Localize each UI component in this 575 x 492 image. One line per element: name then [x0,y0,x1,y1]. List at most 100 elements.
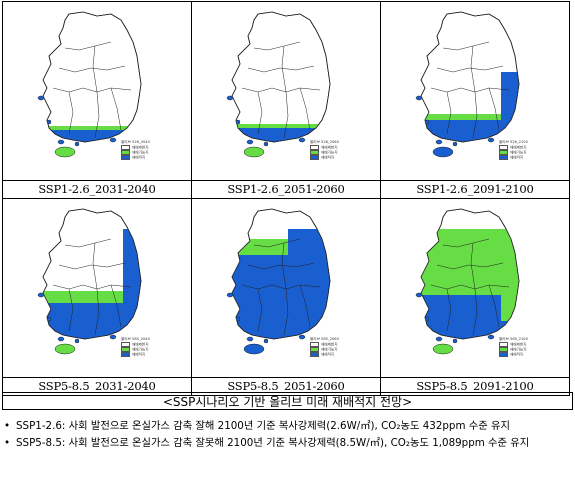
province-boundary [470,242,478,336]
province-boundary [64,238,112,248]
note-item: • SSP5-8.5: 사회 발전으로 온실가스 감축 잘못해 2100년 기준… [4,435,572,452]
legend-label: 재배적지 [132,352,146,357]
map-caption: SSP1-2.6_2031-2040 [2,180,192,199]
province-boundary [430,87,510,93]
legend-item: 재배가능지 [121,346,171,352]
legend-item: 재배적지 [310,154,360,160]
map-caption: SSP5-8.5_2091-2100 [380,377,570,396]
map-panel: 올리브 526_2040 재배제한지 재배가능지 재배적지 [2,1,192,181]
legend-label: 재배제한지 [510,145,527,150]
legend-label: 재배적지 [321,352,335,357]
province-boundary [110,284,122,328]
province-boundary [257,288,263,332]
bullet: • [4,420,11,432]
map-caption: SSP1-2.6_2091-2100 [380,180,570,199]
legend-label: 재배가능지 [510,150,527,155]
map-caption: SSP5-8.5_2031-2040 [2,377,192,396]
legend-item: 재배제한지 [499,341,549,347]
island [74,141,80,147]
province-boundary [64,41,112,51]
province-boundary [281,45,289,139]
east-coast-area [501,229,519,339]
legend-label: 재배적지 [510,352,524,357]
legend-item: 재배적지 [121,351,171,357]
island [74,338,80,344]
island [415,95,423,101]
island [109,334,117,340]
island [424,119,430,125]
province-boundary [110,87,122,131]
province-boundary [52,284,132,290]
island [37,95,45,101]
map-legend: 올리브 526_2040 재배제한지 재배가능지 재배적지 [121,140,171,160]
jeju-island [54,146,76,158]
korea-map [226,11,331,158]
legend-title: 올리브 526_2100 [499,140,528,144]
island [226,292,234,298]
province-boundary [488,87,500,131]
legend-label: 재배적지 [321,155,335,160]
korea-map [37,11,142,158]
map-panel: 올리브 585_2100 재배제한지 재배가능지 재배적지 [380,198,570,378]
legend-swatch [499,351,508,357]
island [452,141,458,147]
island [226,95,234,101]
legend-item: 재배제한지 [499,144,549,150]
province-boundary [52,87,132,93]
east-coast-area [123,229,141,339]
province-boundary [247,262,315,270]
province-boundary [92,242,100,336]
island [424,316,430,322]
province-boundary [68,288,74,332]
province-boundary [58,262,126,270]
legend-label: 재배가능지 [132,347,149,352]
legend-label: 재배가능지 [321,347,338,352]
island [298,137,306,143]
legend-label: 재배가능지 [321,150,338,155]
legend-swatch [499,154,508,160]
legend-item: 재배가능지 [499,346,549,352]
mainland [42,11,142,143]
legend-swatch [310,149,319,155]
note-text: SSP1-2.6: 사회 발전으로 온실가스 감축 잘해 2100년 기준 복사… [16,420,510,432]
province-boundary [446,288,452,332]
island [435,336,443,342]
legend-label: 재배적지 [132,155,146,160]
mainland [231,11,331,143]
province-boundary [247,65,315,73]
cultivation-suitable-area [232,255,330,339]
korea-map [37,208,142,355]
legend-label: 재배제한지 [321,342,338,347]
island [235,119,241,125]
island [435,139,443,145]
legend-item: 재배제한지 [121,341,171,347]
legend-title: 올리브 585_2060 [310,337,339,341]
island [46,119,52,125]
legend-swatch [121,341,130,347]
province-boundary [430,284,510,290]
jeju-island [243,146,265,158]
map-caption: SSP5-8.5_2051-2060 [191,377,381,396]
legend-swatch [121,154,130,160]
figure-title: <SSP시나리오 기반 올리브 미래 재배적지 전망> [2,392,573,410]
korea-map [415,208,520,355]
island [109,137,117,143]
legend-title: 올리브 585_2100 [499,337,528,341]
legend-item: 재배가능지 [499,149,549,155]
island [263,141,269,147]
legend-item: 재배제한지 [121,144,171,150]
island [452,338,458,344]
province-boundary [241,87,321,93]
island [57,336,65,342]
island [415,292,423,298]
map-panel: 올리브 585_2040 재배제한지 재배가능지 재배적지 [2,198,192,378]
province-boundary [92,45,100,139]
legend-item: 재배가능지 [310,346,360,352]
map-panel: 올리브 526_2100 재배제한지 재배가능지 재배적지 [380,1,570,181]
map-caption: SSP1-2.6_2051-2060 [191,180,381,199]
legend-item: 재배적지 [121,154,171,160]
legend-swatch [499,341,508,347]
bullet: • [4,437,11,449]
korea-map [415,11,520,158]
map-legend: 올리브 526_2100 재배제한지 재배가능지 재배적지 [499,140,549,160]
